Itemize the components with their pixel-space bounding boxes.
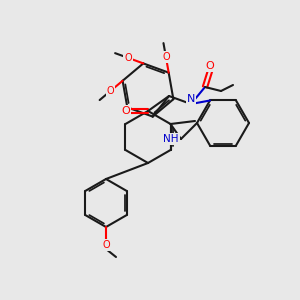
Text: N: N bbox=[187, 94, 195, 104]
Text: NH: NH bbox=[163, 134, 179, 144]
Text: O: O bbox=[162, 52, 170, 62]
Text: O: O bbox=[106, 86, 114, 96]
Text: O: O bbox=[124, 53, 132, 63]
Text: O: O bbox=[122, 106, 130, 116]
Text: O: O bbox=[206, 61, 214, 71]
Text: O: O bbox=[102, 240, 110, 250]
